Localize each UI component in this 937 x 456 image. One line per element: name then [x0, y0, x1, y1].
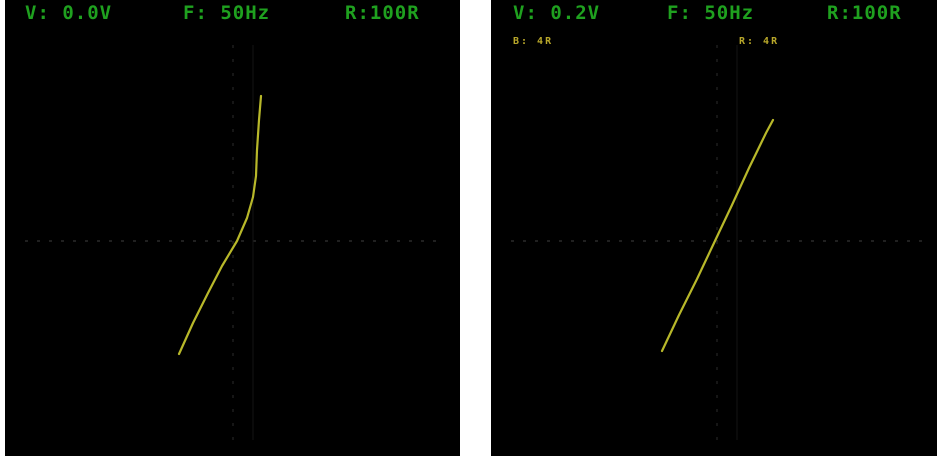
readout-bar: V: 0.0V F: 50Hz R:100R — [5, 2, 460, 24]
range-readout: R:100R — [345, 2, 420, 24]
xy-plot — [511, 45, 931, 440]
frequency-readout: F: 50Hz — [667, 2, 755, 24]
xy-plot — [25, 45, 445, 440]
channel-a-marker: B: 4R — [513, 36, 554, 47]
grid — [25, 45, 445, 440]
voltage-readout: V: 0.2V — [513, 2, 601, 24]
oscilloscope-screen-right: V: 0.2V F: 50Hz R:100R B: 4R R: 4R — [491, 0, 937, 456]
frequency-readout: F: 50Hz — [183, 2, 271, 24]
voltage-readout: V: 0.0V — [25, 2, 113, 24]
channel-b-marker: R: 4R — [739, 36, 780, 47]
oscilloscope-screen-left: V: 0.0V F: 50Hz R:100R — [5, 0, 460, 456]
range-readout: R:100R — [827, 2, 902, 24]
grid — [511, 45, 931, 440]
iv-trace — [660, 118, 775, 353]
iv-trace — [177, 94, 263, 356]
readout-bar: V: 0.2V F: 50Hz R:100R — [491, 2, 937, 24]
